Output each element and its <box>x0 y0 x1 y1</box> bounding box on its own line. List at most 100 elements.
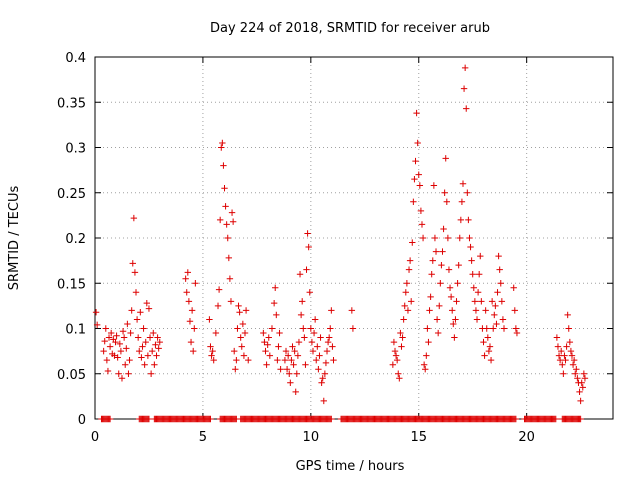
data-points <box>92 64 589 423</box>
data-point <box>219 139 226 147</box>
data-point <box>565 325 572 332</box>
x-tick-label: 15 <box>410 430 427 445</box>
data-point <box>302 361 309 368</box>
data-point <box>218 144 225 151</box>
x-tick-label: 20 <box>518 430 535 445</box>
data-point <box>124 320 131 328</box>
data-point <box>415 171 422 178</box>
data-point <box>396 375 403 382</box>
data-point <box>103 356 111 364</box>
data-point <box>142 338 149 346</box>
data-point <box>429 257 436 264</box>
data-point <box>92 309 100 316</box>
y-axis-label: SRMTID / TECUs <box>7 186 22 291</box>
data-point <box>143 299 150 307</box>
data-point <box>268 325 276 332</box>
data-point <box>465 216 472 224</box>
data-point <box>293 370 301 377</box>
data-point <box>187 338 195 346</box>
data-point <box>212 329 220 337</box>
data-point <box>453 298 460 305</box>
data-point <box>308 338 316 346</box>
data-point <box>426 307 433 314</box>
data-point <box>466 234 473 242</box>
data-point <box>138 354 145 361</box>
data-point <box>292 388 299 396</box>
data-point <box>273 311 280 319</box>
data-point <box>190 347 197 355</box>
data-point <box>572 370 579 377</box>
data-point <box>311 316 319 323</box>
data-point <box>272 284 279 291</box>
data-point <box>488 298 496 305</box>
data-point <box>260 329 267 337</box>
data-point <box>113 332 120 339</box>
data-point <box>555 352 563 359</box>
data-point <box>410 198 417 205</box>
data-point <box>295 338 303 346</box>
data-point <box>227 298 235 305</box>
data-point <box>463 105 470 112</box>
y-tick-label: 0 <box>78 413 86 428</box>
data-point <box>277 366 284 373</box>
data-point <box>116 340 124 348</box>
data-point <box>493 320 500 328</box>
data-point <box>152 341 159 348</box>
data-point <box>282 347 290 355</box>
data-point <box>456 234 463 242</box>
data-point <box>146 334 154 341</box>
data-point <box>117 347 125 355</box>
data-point <box>263 361 270 368</box>
data-point <box>141 361 148 368</box>
data-point <box>306 289 313 296</box>
zero-data-point <box>512 415 520 423</box>
data-point <box>228 209 236 216</box>
data-point <box>467 243 474 251</box>
data-point <box>469 271 476 278</box>
data-point <box>281 356 289 364</box>
data-point <box>401 302 408 310</box>
data-point <box>480 338 487 346</box>
data-point <box>573 366 580 373</box>
data-point <box>392 352 400 359</box>
data-point <box>184 269 192 276</box>
data-point <box>556 356 564 364</box>
data-point <box>122 361 129 368</box>
data-point <box>446 284 454 291</box>
data-point <box>393 356 401 364</box>
data-point <box>131 269 139 276</box>
data-point <box>310 329 318 337</box>
data-point <box>499 316 507 323</box>
data-point <box>288 356 295 364</box>
data-point <box>125 370 132 377</box>
data-point <box>216 216 224 224</box>
data-point <box>320 397 327 405</box>
data-point <box>561 352 568 359</box>
data-point <box>192 280 199 287</box>
data-point <box>112 338 119 346</box>
zero-data-point <box>145 415 153 423</box>
data-point <box>290 361 297 368</box>
data-point <box>316 352 323 359</box>
data-point <box>264 341 271 348</box>
data-point <box>283 366 291 373</box>
data-point <box>104 367 112 375</box>
x-tick-label: 0 <box>91 430 99 445</box>
data-point <box>474 289 482 296</box>
data-point <box>402 289 409 296</box>
data-point <box>559 361 566 368</box>
data-point <box>427 293 434 301</box>
data-point <box>123 345 130 352</box>
data-point <box>207 343 214 350</box>
data-point <box>440 225 447 233</box>
data-point <box>307 325 315 332</box>
data-point <box>322 359 330 367</box>
data-point <box>498 298 506 305</box>
data-point <box>145 305 153 312</box>
data-point <box>484 334 492 341</box>
data-point <box>182 275 189 282</box>
data-point <box>444 234 452 242</box>
data-point <box>286 370 293 377</box>
data-point <box>296 271 304 278</box>
data-point <box>570 356 578 364</box>
